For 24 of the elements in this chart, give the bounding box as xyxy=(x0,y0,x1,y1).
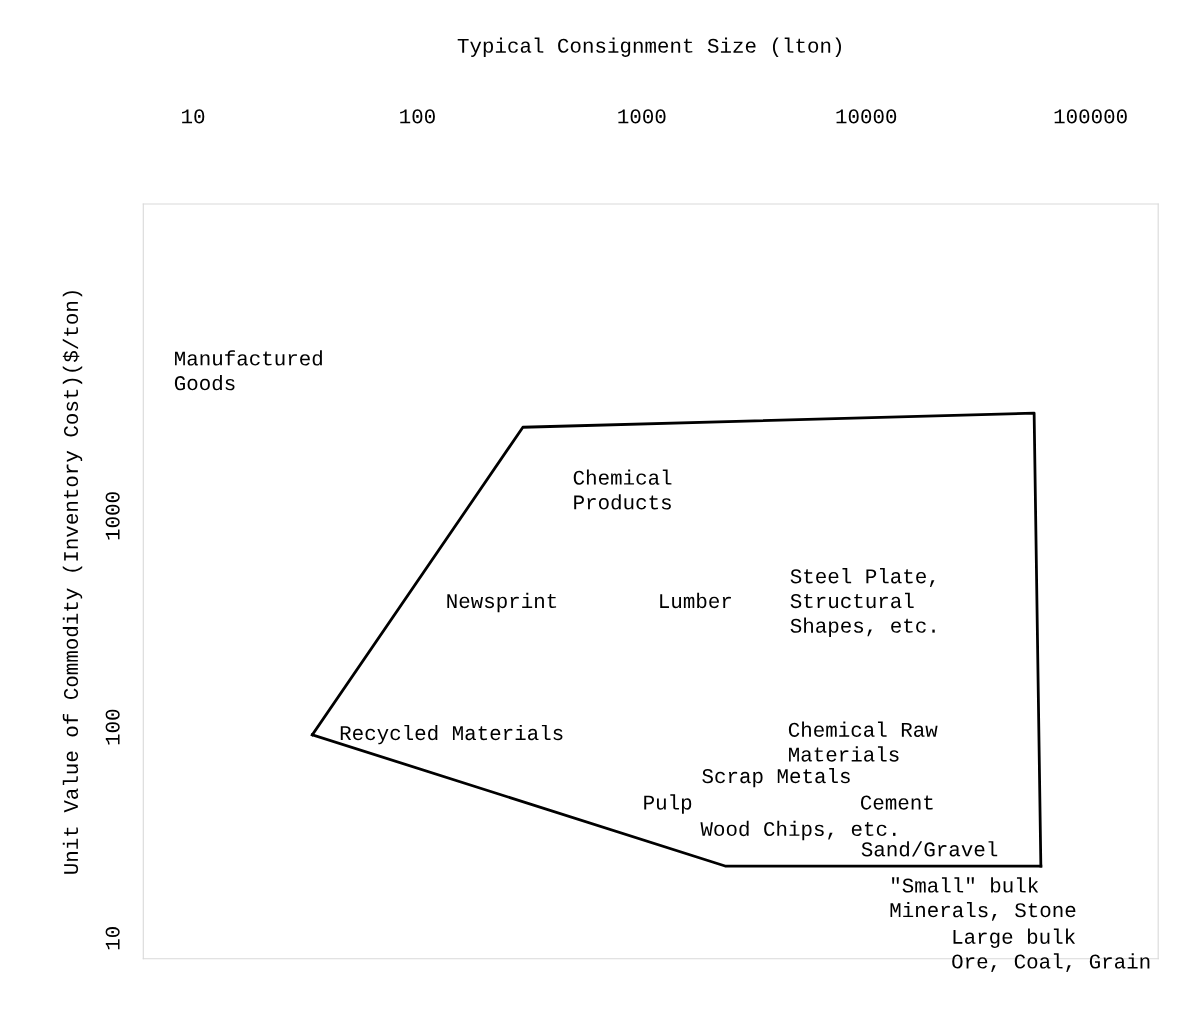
annotation: Chemical Products xyxy=(573,469,672,510)
y-tick-label: 100 xyxy=(105,709,120,745)
annotation: Pulp xyxy=(644,794,692,814)
annotation: Newsprint xyxy=(447,592,557,613)
annotation: Manufactured Goods xyxy=(174,350,322,391)
y-tick-label: 1000 xyxy=(105,492,120,540)
x-tick-label: 100000 xyxy=(1054,109,1127,124)
x-axis-title: Typical Consignment Size (lton) xyxy=(457,37,841,57)
annotation: Chemical Raw Materials xyxy=(788,721,938,762)
annotation: "Small" bulk Minerals, Stone xyxy=(890,877,1076,921)
x-tick-label: 100 xyxy=(400,109,435,124)
annotation: Steel Plate, Structural Shapes, etc. xyxy=(790,568,935,637)
x-tick-label: 10 xyxy=(182,109,205,124)
annotation: Recycled Materials xyxy=(340,724,563,745)
annotation: Lumber xyxy=(660,592,731,609)
y-tick-label: 10 xyxy=(105,927,120,950)
annotation: Wood Chips, etc. xyxy=(700,820,896,841)
y-axis-title: Unit Value of Commodity (Inventory Cost)($/ton) xyxy=(62,291,83,874)
x-tick-label: 1000 xyxy=(618,109,666,124)
annotation: Sand/Gravel xyxy=(861,841,998,857)
annotation: Large bulk Ore, Coal, Grain xyxy=(952,928,1150,973)
x-tick-label: 10000 xyxy=(836,109,897,124)
annotation: Scrap Metals xyxy=(702,767,850,788)
annotation: Cement xyxy=(860,795,933,810)
